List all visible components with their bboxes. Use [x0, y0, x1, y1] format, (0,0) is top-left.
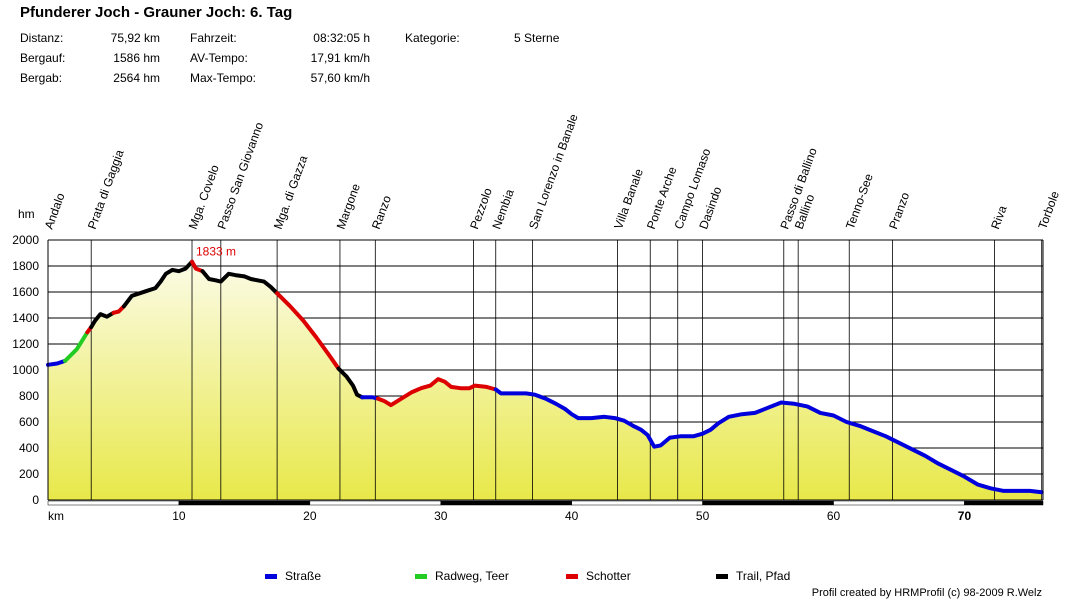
- waypoint-label-17: Pranzo: [886, 190, 912, 231]
- y-tick-label-1600: 1600: [12, 285, 39, 299]
- scale-bar-60: [833, 500, 965, 506]
- profile-segment-9: [336, 366, 365, 400]
- y-tick-label-1200: 1200: [12, 337, 39, 351]
- y-tick-label-1800: 1800: [12, 259, 39, 273]
- legend-swatch-schotter: [566, 574, 578, 579]
- ascent-value: 1586 hm: [113, 51, 160, 65]
- profile-segment-12: [493, 387, 1044, 495]
- waypoint-label-5: Margone: [334, 181, 363, 231]
- legend-label-strasse: Straße: [285, 569, 322, 583]
- category-label: Kategorie:: [405, 31, 460, 45]
- profile-segment-4: [111, 304, 126, 315]
- scale-bar-50: [702, 500, 834, 506]
- y-tick-label-1400: 1400: [12, 311, 39, 325]
- y-tick-label-200: 200: [19, 467, 39, 481]
- legend-label-radweg: Radweg, Teer: [435, 569, 509, 583]
- profile-segment-8: [275, 291, 341, 371]
- profile-segment-5: [121, 259, 194, 309]
- y-tick-label-0: 0: [32, 493, 39, 507]
- credit-text: Profil created by HRMProfil (c) 98-2009 …: [811, 587, 1042, 599]
- avg-speed-label: AV-Tempo:: [190, 51, 248, 65]
- time-value: 08:32:05 h: [313, 31, 370, 45]
- distance-value: 75,92 km: [110, 31, 160, 45]
- time-label: Fahrzeit:: [190, 31, 237, 45]
- x-tick-label-60: 60: [827, 509, 841, 523]
- elevation-area: [48, 261, 1042, 500]
- profile-segment-7: [200, 269, 280, 296]
- y-axis-unit-label: hm: [18, 207, 35, 221]
- scale-bar-20: [309, 500, 442, 506]
- x-tick-label-40: 40: [565, 509, 579, 523]
- waypoint-label-4: Mga. di Gazza: [271, 153, 311, 231]
- x-axis-unit-label: km: [48, 509, 64, 523]
- scale-bar-40: [571, 500, 703, 506]
- legend-swatch-strasse: [265, 574, 277, 579]
- waypoint-label-3: Passo San Giovanno: [214, 120, 266, 231]
- waypoint-label-13: Dasindo: [696, 185, 724, 231]
- scale-bar-70: [964, 500, 1044, 506]
- chart-title: Pfunderer Joch - Grauner Joch: 6. Tag: [20, 4, 293, 21]
- waypoint-label-10: Villa Banale: [611, 167, 646, 231]
- x-tick-label-30: 30: [434, 509, 448, 523]
- profile-segment-11: [375, 377, 498, 408]
- scale-bar-10: [178, 500, 311, 506]
- profile-segment-0: [46, 358, 67, 367]
- avg-speed-value: 17,91 km/h: [310, 51, 370, 65]
- profile-segment-3: [89, 310, 116, 330]
- descent-label: Bergab:: [20, 71, 63, 85]
- y-tick-label-2000: 2000: [12, 233, 39, 247]
- profile-segment-10: [360, 395, 380, 401]
- x-tick-label-50: 50: [696, 509, 710, 523]
- max-elevation-annotation: 1833 m: [196, 245, 236, 259]
- distance-label: Distanz:: [20, 31, 64, 45]
- y-tick-label-1000: 1000: [12, 363, 39, 377]
- legend-swatch-trail: [716, 574, 728, 579]
- descent-value: 2564 hm: [113, 71, 160, 85]
- waypoint-label-1: Prata di Gaggia: [85, 148, 127, 231]
- x-tick-label-20: 20: [303, 509, 317, 523]
- legend-swatch-radweg: [415, 574, 427, 579]
- legend-label-schotter: Schotter: [586, 569, 631, 583]
- y-tick-label-800: 800: [19, 389, 39, 403]
- waypoint-label-0: Andalo: [42, 191, 68, 231]
- scale-bar-30: [440, 500, 572, 506]
- x-tick-label-10: 10: [172, 509, 186, 523]
- waypoint-label-6: Ranzo: [369, 193, 394, 231]
- scale-bar-0: [47, 500, 180, 506]
- waypoint-label-16: Tenno-See: [843, 171, 876, 231]
- legend-label-trail: Trail, Pfad: [736, 569, 791, 583]
- y-tick-label-600: 600: [19, 415, 39, 429]
- profile-segment-6: [190, 259, 205, 274]
- waypoint-label-9: San Lorenzo in Banale: [526, 112, 581, 231]
- category-value: 5 Sterne: [514, 31, 560, 45]
- waypoint-label-19: Torbole: [1035, 189, 1062, 231]
- waypoint-label-18: Riva: [988, 203, 1009, 231]
- y-tick-label-400: 400: [19, 441, 39, 455]
- max-speed-label: Max-Tempo:: [190, 71, 257, 85]
- profile-segment-1: [63, 330, 90, 363]
- x-tick-label-70: 70: [958, 509, 972, 523]
- ascent-label: Bergauf:: [20, 51, 66, 65]
- max-speed-value: 57,60 km/h: [310, 71, 370, 85]
